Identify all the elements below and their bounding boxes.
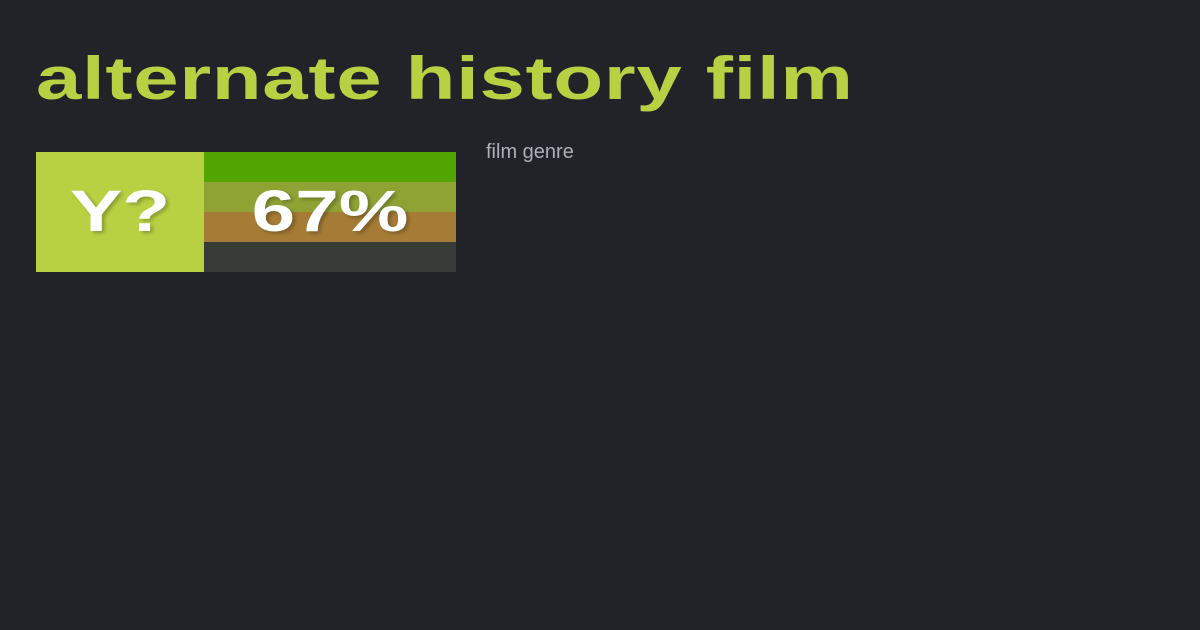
badge-label-box: Y? [36, 152, 204, 272]
score-badge: Y? 67% [36, 152, 456, 272]
band-1 [204, 152, 456, 182]
subtitle: film genre [486, 141, 574, 163]
band-2 [204, 182, 456, 212]
percent-value: 67% [251, 179, 409, 244]
percent-wrap: 67% [204, 152, 456, 272]
badge-label: Y? [69, 179, 171, 244]
page-title: alternate history film [36, 45, 854, 112]
band-4 [204, 242, 456, 272]
score-bands: 67% [204, 152, 456, 272]
band-3 [204, 212, 456, 242]
